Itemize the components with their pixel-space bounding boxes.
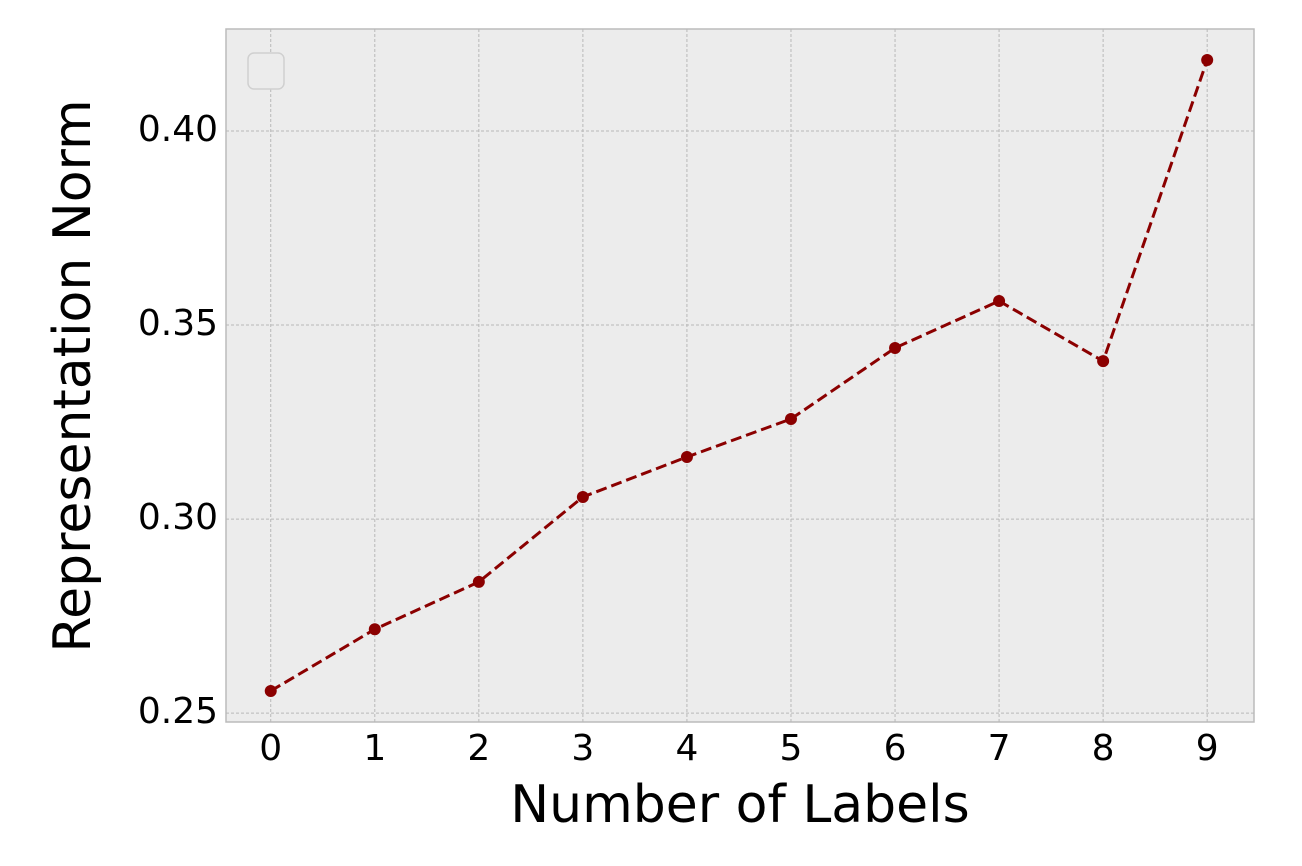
y-tick-label: 0.40 bbox=[138, 109, 218, 150]
marker bbox=[680, 450, 693, 463]
marker bbox=[1201, 54, 1214, 67]
x-tick-label: 2 bbox=[467, 728, 490, 769]
marker bbox=[993, 295, 1006, 308]
marker bbox=[368, 623, 381, 636]
line bbox=[269, 59, 1209, 693]
legend-box bbox=[247, 52, 285, 90]
x-tick-label: 5 bbox=[780, 728, 803, 769]
y-axis-label: Representation Norm bbox=[43, 99, 103, 652]
plot-area bbox=[225, 28, 1255, 723]
marker bbox=[576, 490, 589, 503]
grid bbox=[226, 29, 1254, 722]
x-tick-label: 0 bbox=[259, 728, 282, 769]
y-tick-label: 0.35 bbox=[138, 303, 218, 344]
marker bbox=[472, 575, 485, 588]
marker bbox=[1097, 355, 1110, 368]
x-tick-label: 8 bbox=[1092, 728, 1115, 769]
x-tick-label: 4 bbox=[675, 728, 698, 769]
x-tick-label: 7 bbox=[988, 728, 1011, 769]
x-tick-label: 1 bbox=[363, 728, 386, 769]
marker bbox=[784, 412, 797, 425]
x-tick-label: 9 bbox=[1196, 728, 1219, 769]
x-tick-label: 6 bbox=[884, 728, 907, 769]
y-tick-label: 0.30 bbox=[138, 497, 218, 538]
x-tick-label: 3 bbox=[571, 728, 594, 769]
x-axis-label: Number of Labels bbox=[510, 775, 969, 835]
marker bbox=[889, 341, 902, 354]
marker bbox=[264, 684, 277, 697]
y-tick-label: 0.25 bbox=[138, 691, 218, 732]
